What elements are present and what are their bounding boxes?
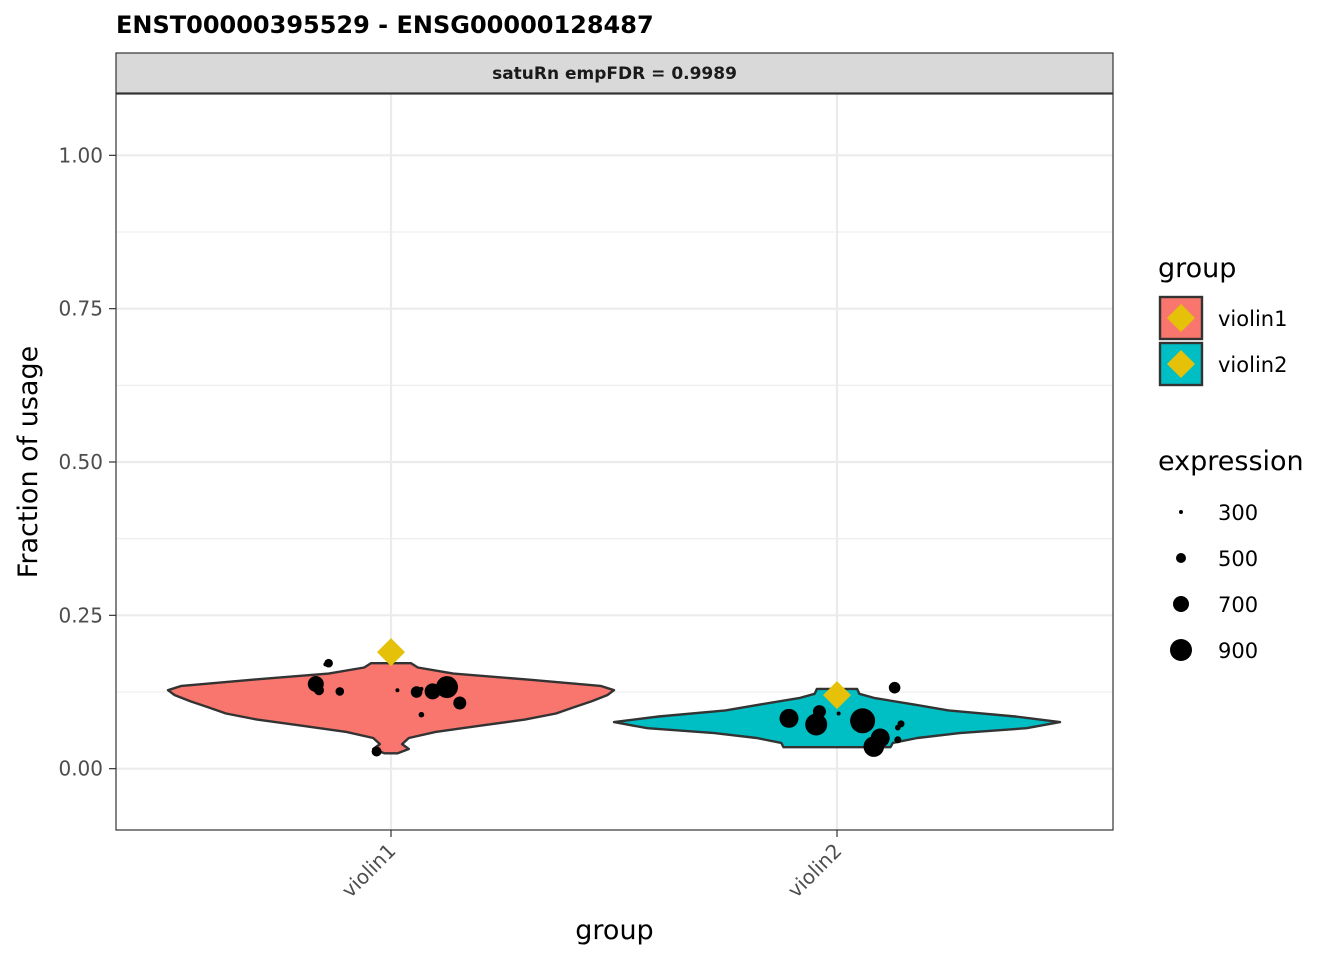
legend-group-title: group (1158, 253, 1236, 284)
y-tick-label: 1.00 (58, 143, 103, 167)
violin-violin1 (166, 662, 616, 755)
legend-expression: expression 300 500 700 900 (1158, 446, 1304, 663)
facet-strip-label: satuRn empFDR = 0.9989 (492, 64, 737, 84)
data-points (307, 658, 905, 757)
minor-gridlines (116, 231, 1113, 693)
mean-markers (377, 638, 851, 710)
facet-strip (115, 52, 1114, 94)
legend-size-dot (1176, 553, 1186, 563)
data-point (894, 736, 902, 744)
legend-group: group violin1 violin2 (1158, 253, 1287, 387)
violins (166, 662, 1062, 755)
data-point (436, 676, 458, 699)
legend-size-dot (1179, 510, 1183, 514)
legend-size-label: 900 (1218, 639, 1258, 663)
data-point (805, 713, 828, 736)
violin-violin2 (612, 687, 1062, 749)
legend-size-dot (1170, 639, 1192, 661)
y-tick-label: 0.25 (58, 603, 103, 627)
y-axis-title: Fraction of usage (13, 346, 44, 578)
legend-size-dot (1173, 596, 1189, 612)
data-point (850, 708, 876, 734)
data-point (863, 736, 885, 757)
data-point (395, 688, 400, 693)
data-point (836, 711, 841, 716)
legend-label-violin1: violin1 (1218, 307, 1287, 331)
legend-size-label: 500 (1218, 547, 1258, 571)
data-point (453, 696, 467, 710)
x-axis-title: group (575, 915, 653, 946)
legend-key-diamond (1167, 350, 1195, 378)
data-point (897, 720, 905, 728)
data-point (335, 687, 345, 696)
y-tick-label: 0.50 (58, 450, 103, 474)
data-point (888, 681, 901, 694)
legend-size-label: 700 (1218, 593, 1258, 617)
y-tick-label: 0.75 (58, 297, 103, 321)
data-point (418, 711, 425, 718)
data-point (779, 708, 799, 728)
legend-expression-title: expression (1158, 446, 1304, 477)
mean-marker-violin2 (823, 681, 851, 710)
legend-size-label: 300 (1218, 501, 1258, 525)
y-tick-label: 0.00 (58, 757, 103, 781)
data-point (419, 686, 424, 691)
chart-title: ENST00000395529 - ENSG00000128487 (116, 11, 654, 39)
data-point (323, 662, 328, 667)
data-point (307, 676, 324, 692)
x-axis: violin1 violin2 (337, 830, 847, 902)
mean-marker-violin1 (377, 638, 405, 667)
x-tick-label: violin1 (337, 839, 401, 903)
data-point (371, 746, 382, 757)
y-axis: 0.00 0.25 0.50 0.75 1.00 (58, 143, 116, 781)
x-tick-label: violin2 (783, 839, 847, 903)
legend-label-violin2: violin2 (1218, 353, 1287, 377)
legend-key-diamond (1167, 304, 1195, 332)
